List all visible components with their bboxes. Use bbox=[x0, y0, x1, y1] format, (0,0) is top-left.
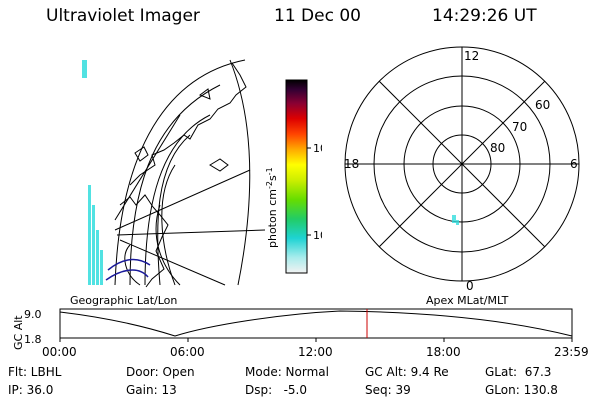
timeline-ytick-max: 9.0 bbox=[24, 308, 42, 321]
geographic-map bbox=[82, 59, 265, 288]
colorbar: 100 10 photon cm-2s-1 bbox=[265, 79, 322, 274]
geo-map-caption: Geographic Lat/Lon bbox=[70, 294, 178, 307]
status-glat: GLat: 67.3 bbox=[485, 365, 552, 379]
colorbar-label: photon cm-2s-1 bbox=[265, 167, 279, 248]
status-gc-alt: GC Alt: 9.4 Re bbox=[365, 365, 449, 379]
timeline-xtick-1800: 18:00 bbox=[426, 345, 461, 359]
timeline-frame bbox=[59, 308, 573, 339]
mlt-label-12: 12 bbox=[464, 49, 479, 63]
timeline-ytick-min: 1.8 bbox=[24, 333, 42, 346]
status-mode: Mode: Normal bbox=[245, 365, 329, 379]
status-dsp: Dsp: -5.0 bbox=[245, 383, 308, 397]
map-lat-arc bbox=[114, 59, 246, 286]
lat-label-80: 80 bbox=[490, 141, 505, 155]
status-seq: Seq: 39 bbox=[365, 383, 411, 397]
status-glon: GLon: 130.8 bbox=[485, 383, 558, 397]
colorbar-tick-10: 10 bbox=[313, 229, 322, 242]
lat-label-60: 60 bbox=[535, 98, 550, 112]
instrument-title: Ultraviolet Imager bbox=[46, 6, 200, 26]
timeline-ylabel: GC Alt bbox=[12, 315, 25, 350]
timeline-xtick-0600: 06:00 bbox=[170, 345, 205, 359]
status-filter: Flt: LBHL bbox=[8, 365, 62, 379]
date-label: 11 Dec 00 bbox=[274, 6, 361, 26]
colorbar-tick-100: 100 bbox=[313, 142, 322, 155]
polar-plot-caption: Apex MLat/MLT bbox=[426, 294, 509, 307]
gc-alt-curve bbox=[59, 310, 573, 337]
polar-plot: 12 18 6 0 60 70 80 bbox=[344, 46, 580, 293]
colorbar-gradient bbox=[285, 79, 308, 274]
status-gain: Gain: 13 bbox=[126, 383, 177, 397]
status-door: Door: Open bbox=[126, 365, 195, 379]
timeline-xtick-2359: 23:59 bbox=[554, 345, 589, 359]
timeline-xtick-0000: 00:00 bbox=[42, 345, 77, 359]
timeline-plot: GC Alt 9.0 1.8 00:00 06:00 12:00 18:00 2… bbox=[12, 308, 589, 359]
lat-label-70: 70 bbox=[512, 120, 527, 134]
time-label: 14:29:26 UT bbox=[432, 6, 537, 26]
timeline-xtick-1200: 12:00 bbox=[298, 345, 333, 359]
status-ip: IP: 36.0 bbox=[8, 383, 54, 397]
mlt-label-6: 6 bbox=[570, 157, 578, 171]
mlt-label-0: 0 bbox=[466, 279, 474, 293]
mlt-label-18: 18 bbox=[344, 157, 359, 171]
